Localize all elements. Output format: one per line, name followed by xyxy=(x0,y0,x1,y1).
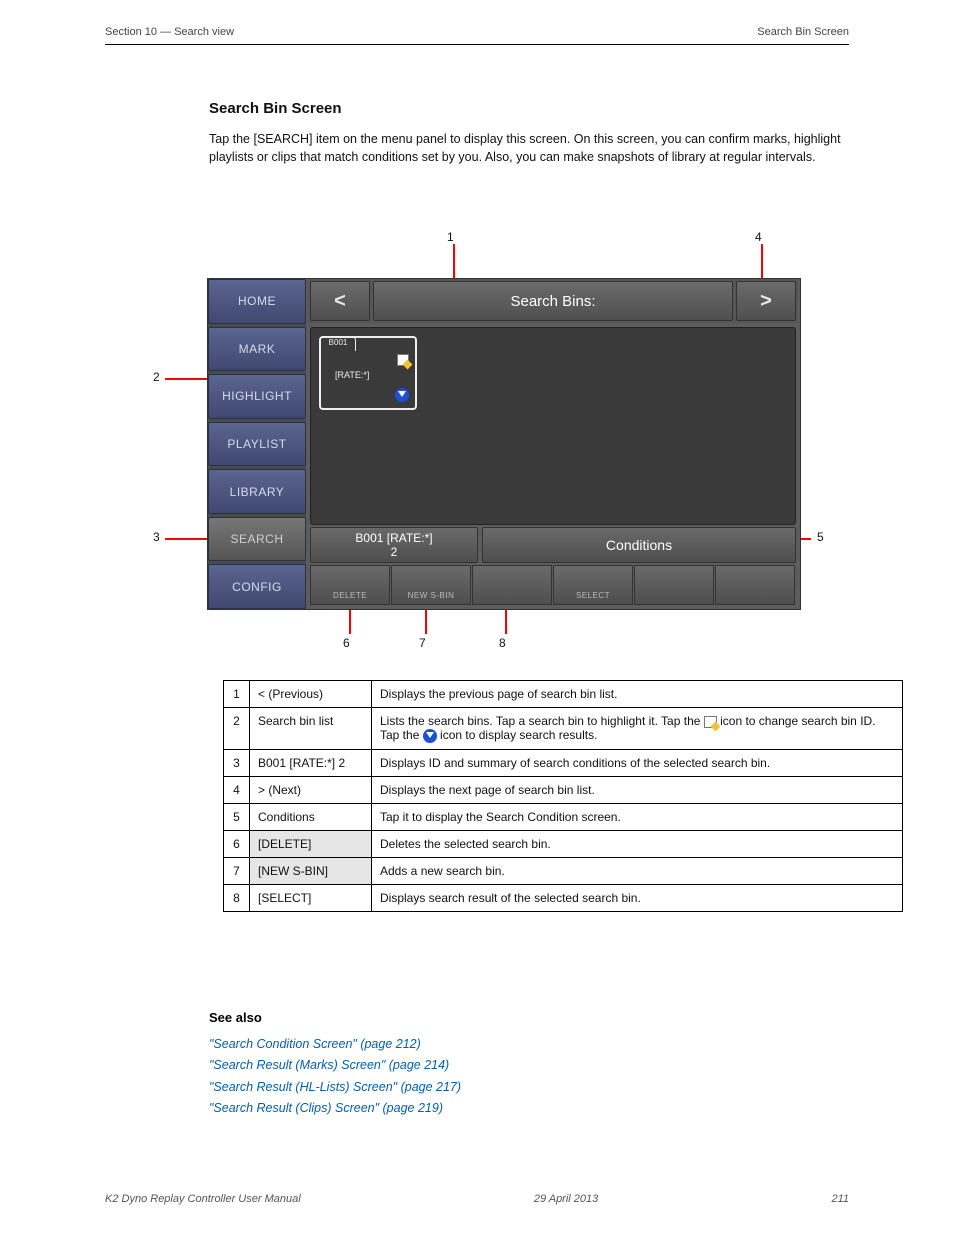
callout-8: 8 xyxy=(499,636,506,650)
callout-2: 2 xyxy=(153,370,160,384)
bin-summary: B001 [RATE:*] 2 xyxy=(310,527,478,563)
fkey-delete[interactable]: DELETE xyxy=(310,565,390,605)
fkey-new-sbin[interactable]: NEW S-BIN xyxy=(391,565,471,605)
table-row: 6[DELETE]Deletes the selected search bin… xyxy=(224,830,903,857)
sidebar-item-highlight[interactable]: HIGHLIGHT xyxy=(208,374,306,419)
sidebar-item-search[interactable]: SEARCH xyxy=(208,517,306,562)
screenshot: HOME MARK HIGHLIGHT PLAYLIST LIBRARY SEA… xyxy=(207,278,801,610)
footer-left: K2 Dyno Replay Controller User Manual xyxy=(105,1193,301,1205)
see-also-list: "Search Condition Screen" (page 212) "Sea… xyxy=(209,1034,461,1119)
table-row: 5ConditionsTap it to display the Search … xyxy=(224,803,903,830)
callout-4: 4 xyxy=(755,230,762,244)
prev-button[interactable]: < xyxy=(310,281,370,321)
bin-summary-line2: 2 xyxy=(391,545,398,559)
intro-text: Tap the [SEARCH] item on the menu panel … xyxy=(209,130,849,166)
footer-center: 29 April 2013 xyxy=(534,1193,598,1205)
see-also-link[interactable]: "Search Result (HL-Lists) Screen" (page … xyxy=(209,1080,461,1094)
fkey-5[interactable] xyxy=(634,565,714,605)
sidebar-item-library[interactable]: LIBRARY xyxy=(208,469,306,514)
sidebar-item-playlist[interactable]: PLAYLIST xyxy=(208,422,306,467)
table-row: 2Search bin listLists the search bins. T… xyxy=(224,708,903,750)
sidebar-item-home[interactable]: HOME xyxy=(208,279,306,324)
sidebar: HOME MARK HIGHLIGHT PLAYLIST LIBRARY SEA… xyxy=(208,279,306,609)
bin-id: B001 xyxy=(320,337,356,351)
see-also-heading: See also xyxy=(209,1010,262,1025)
conditions-button[interactable]: Conditions xyxy=(482,527,796,563)
table-row: 4> (Next)Displays the next page of searc… xyxy=(224,776,903,803)
next-button[interactable]: > xyxy=(736,281,796,321)
results-icon[interactable] xyxy=(395,388,409,402)
callout-7: 7 xyxy=(419,636,426,650)
fkey-6[interactable] xyxy=(715,565,795,605)
table-row: 1< (Previous)Displays the previous page … xyxy=(224,681,903,708)
edit-icon[interactable] xyxy=(397,354,409,366)
bin-list: B001 [RATE:*] xyxy=(310,327,796,525)
see-also-link[interactable]: "Search Result (Marks) Screen" (page 214… xyxy=(209,1058,449,1072)
table-row: 8[SELECT]Displays search result of the s… xyxy=(224,884,903,911)
callout-6: 6 xyxy=(343,636,350,650)
table-row: 7[NEW S-BIN]Adds a new search bin. xyxy=(224,857,903,884)
description-table: 1< (Previous)Displays the previous page … xyxy=(223,680,903,912)
footer-right: 211 xyxy=(831,1193,849,1205)
callout-3: 3 xyxy=(153,530,160,544)
table-row: 3B001 [RATE:*] 2Displays ID and summary … xyxy=(224,749,903,776)
see-also-link[interactable]: "Search Result (Clips) Screen" (page 219… xyxy=(209,1101,443,1115)
header-right: Search Bin Screen xyxy=(757,26,849,38)
see-also-link[interactable]: "Search Condition Screen" (page 212) xyxy=(209,1037,421,1051)
sidebar-item-config[interactable]: CONFIG xyxy=(208,564,306,609)
fkey-select[interactable]: SELECT xyxy=(553,565,633,605)
titlebar: < Search Bins: > xyxy=(308,279,798,323)
callout-5: 5 xyxy=(817,530,824,544)
bin-summary-line1: B001 [RATE:*] xyxy=(355,531,432,545)
header-left: Section 10 — Search view xyxy=(105,26,234,38)
sidebar-item-mark[interactable]: MARK xyxy=(208,327,306,372)
fkey-3[interactable] xyxy=(472,565,552,605)
callout-1: 1 xyxy=(447,230,454,244)
bin-rate: [RATE:*] xyxy=(335,370,369,380)
screen-title: Search Bins: xyxy=(373,281,733,321)
header-rule xyxy=(105,44,849,45)
function-keys: DELETE NEW S-BIN SELECT xyxy=(310,565,796,605)
page-title: Search Bin Screen xyxy=(209,100,342,117)
search-bin-card[interactable]: B001 [RATE:*] xyxy=(319,336,417,410)
